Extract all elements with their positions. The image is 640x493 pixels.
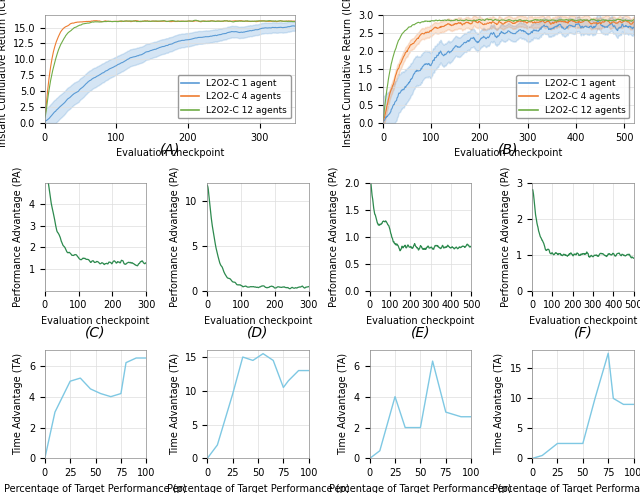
X-axis label: Evaluation checkpoint: Evaluation checkpoint — [454, 148, 563, 158]
Y-axis label: Performance Advantage (PA): Performance Advantage (PA) — [329, 167, 339, 307]
Text: (C): (C) — [85, 325, 106, 339]
X-axis label: Evaluation checkpoint: Evaluation checkpoint — [116, 148, 224, 158]
Text: (B): (B) — [498, 142, 518, 156]
Text: (E): (E) — [411, 325, 430, 339]
X-axis label: Evaluation checkpoint: Evaluation checkpoint — [204, 316, 312, 326]
Y-axis label: Time Advantage (TA): Time Advantage (TA) — [170, 353, 180, 456]
Y-axis label: Instant Cumulative Return (ICR): Instant Cumulative Return (ICR) — [342, 0, 352, 147]
Text: (A): (A) — [160, 142, 180, 156]
Legend: L2O2-C 1 agent, L2O2-C 4 agents, L2O2-C 12 agents: L2O2-C 1 agent, L2O2-C 4 agents, L2O2-C … — [516, 75, 629, 118]
X-axis label: Percentage of Target Performance (p): Percentage of Target Performance (p) — [4, 484, 187, 493]
Y-axis label: Instant Cumulative Return (ICR): Instant Cumulative Return (ICR) — [0, 0, 8, 147]
Y-axis label: Time Advantage (TA): Time Advantage (TA) — [495, 353, 504, 456]
X-axis label: Evaluation checkpoint: Evaluation checkpoint — [366, 316, 475, 326]
X-axis label: Percentage of Target Performance (p): Percentage of Target Performance (p) — [166, 484, 349, 493]
Legend: L2O2-C 1 agent, L2O2-C 4 agents, L2O2-C 12 agents: L2O2-C 1 agent, L2O2-C 4 agents, L2O2-C … — [177, 75, 291, 118]
X-axis label: Evaluation checkpoint: Evaluation checkpoint — [529, 316, 637, 326]
Y-axis label: Performance Advantage (PA): Performance Advantage (PA) — [170, 167, 180, 307]
Y-axis label: Time Advantage (TA): Time Advantage (TA) — [13, 353, 23, 456]
X-axis label: Percentage of Target Performance (p): Percentage of Target Performance (p) — [329, 484, 512, 493]
Text: (D): (D) — [247, 325, 269, 339]
Y-axis label: Time Advantage (TA): Time Advantage (TA) — [338, 353, 348, 456]
X-axis label: Evaluation checkpoint: Evaluation checkpoint — [42, 316, 150, 326]
Text: (F): (F) — [573, 325, 592, 339]
X-axis label: Percentage of Target Performance (p): Percentage of Target Performance (p) — [492, 484, 640, 493]
Y-axis label: Performance Advantage (PA): Performance Advantage (PA) — [13, 167, 23, 307]
Y-axis label: Performance Advantage (PA): Performance Advantage (PA) — [500, 167, 511, 307]
